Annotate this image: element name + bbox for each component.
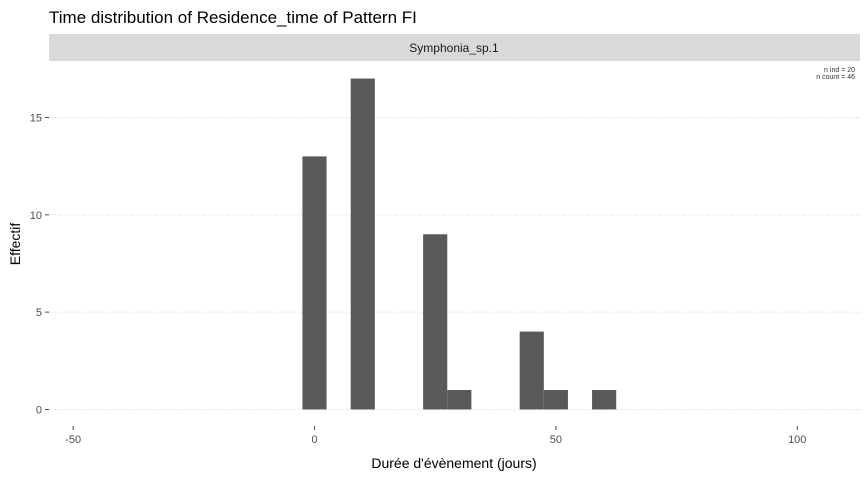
y-tick-label: 5	[36, 307, 42, 319]
x-axis: -50 0 50 100	[65, 426, 806, 446]
histogram-bar	[302, 156, 327, 410]
histogram-bar	[592, 389, 617, 410]
histogram-bar	[519, 331, 544, 410]
histogram-bar	[350, 78, 375, 410]
y-tick-label: 10	[30, 210, 42, 222]
chart-title: Time distribution of Residence_time of P…	[49, 8, 417, 27]
annotation-n-ind: n ind = 20	[824, 67, 855, 74]
y-axis: 0 5 10 15	[30, 112, 49, 416]
histogram-bar	[423, 234, 448, 410]
histogram-bar	[447, 389, 472, 410]
x-axis-title: Durée d'évènement (jours)	[371, 455, 536, 471]
y-tick-label: 15	[30, 112, 42, 124]
grid-lines	[49, 116, 860, 410]
bars	[302, 78, 617, 410]
facet-strip	[49, 34, 860, 61]
x-tick-label: -50	[65, 434, 81, 446]
x-tick-label: 0	[311, 434, 317, 446]
y-axis-title: Effectif	[7, 223, 23, 266]
x-tick-label: 50	[550, 434, 562, 446]
y-tick-label: 0	[36, 404, 42, 416]
facet-label: Symphonia_sp.1	[409, 41, 499, 55]
histogram-bar	[543, 389, 568, 410]
x-tick-label: 100	[788, 434, 806, 446]
annotation-n-count: n count = 46	[816, 74, 855, 81]
